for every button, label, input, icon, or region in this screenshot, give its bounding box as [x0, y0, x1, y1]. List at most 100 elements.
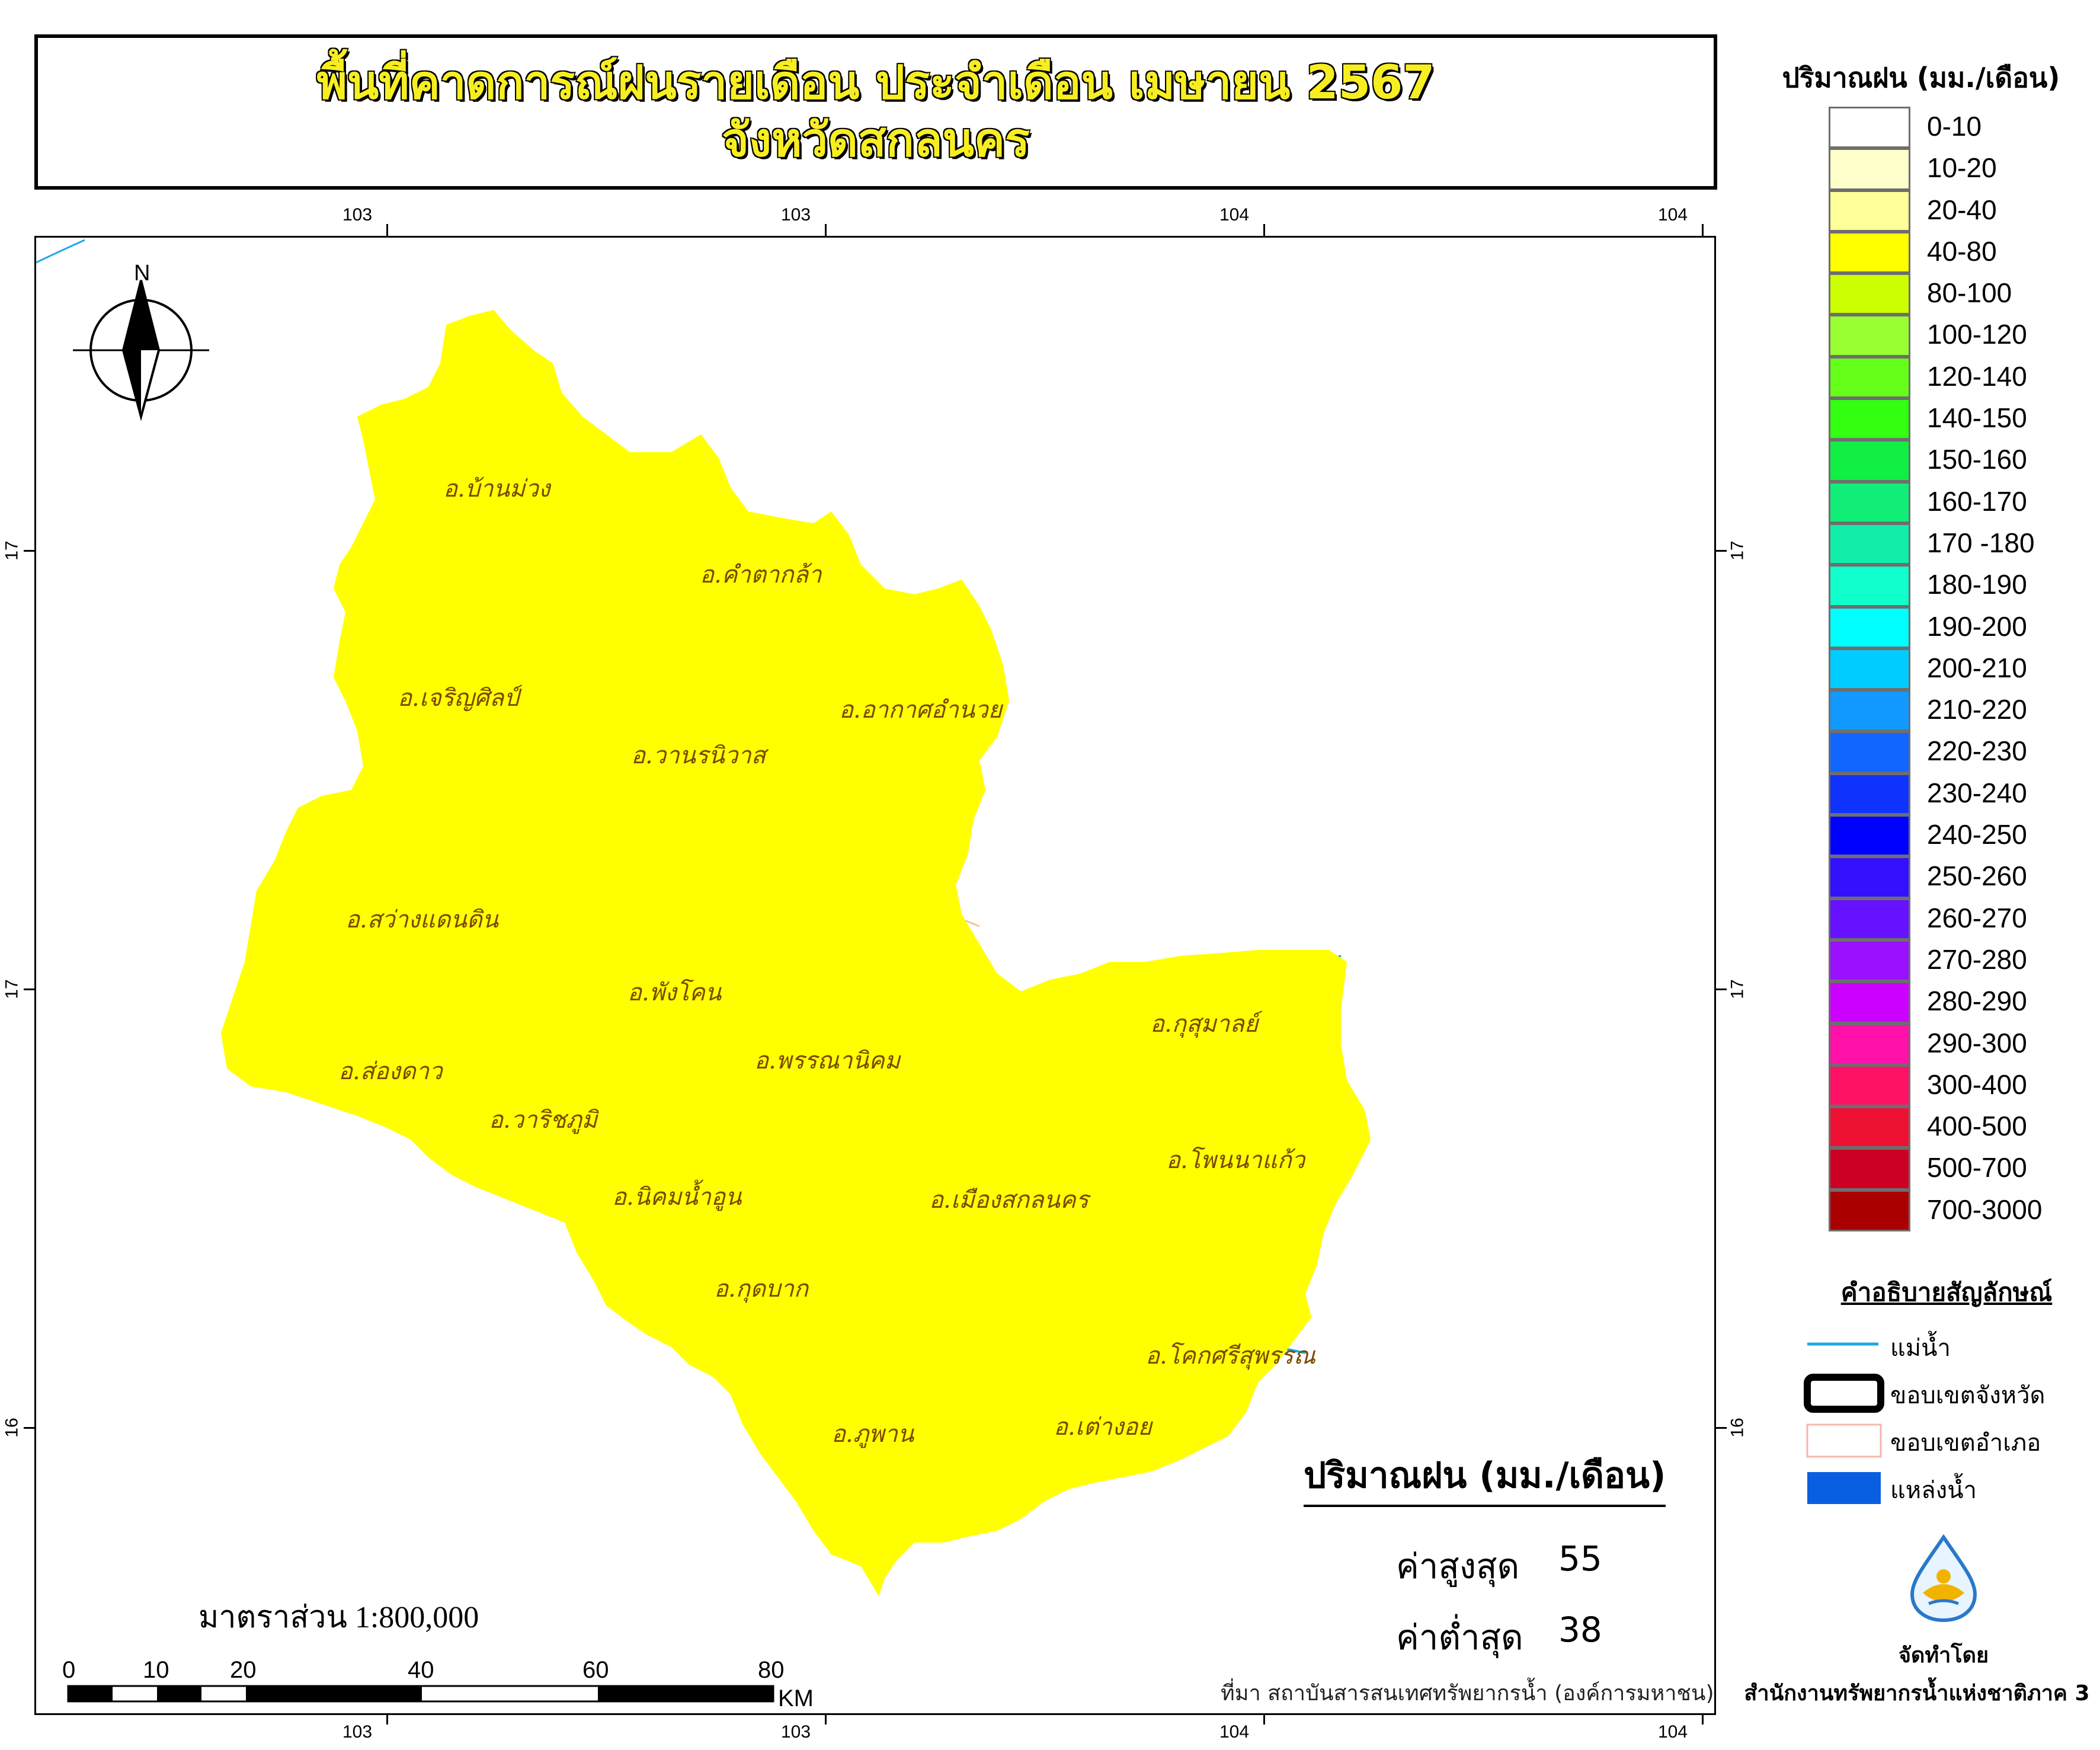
- north-arrow-icon: N: [73, 261, 209, 421]
- grid-tick: [386, 224, 388, 236]
- grid-label-top-2: 103: [781, 205, 811, 225]
- scale-label: 80: [758, 1657, 785, 1683]
- district-labels: อ.บ้านม่วง อ.คำตากล้า อ.เจริญศิลป์ อ.อาก…: [338, 475, 1316, 1448]
- grid-label-left-1: 17: [2, 540, 22, 561]
- district-label: อ.คำตากล้า: [700, 561, 822, 588]
- rain-stats-title: ปริมาณฝน (มม./เดือน): [1304, 1447, 1666, 1507]
- grid-tick: [1263, 1715, 1265, 1725]
- legend-swatch: [1829, 1189, 1910, 1232]
- legend-label: 500-700: [1927, 1152, 2027, 1183]
- map-title-box: พื้นที่คาดการณ์ฝนรายเดือน ประจำเดือน เมษ…: [34, 34, 1717, 190]
- map-frame[interactable]: อ.บ้านม่วง อ.คำตากล้า อ.เจริญศิลป์ อ.อาก…: [34, 236, 1716, 1715]
- grid-tick: [1716, 1427, 1727, 1429]
- grid-tick: [24, 1427, 34, 1429]
- map-canvas[interactable]: อ.บ้านม่วง อ.คำตากล้า อ.เจริญศิลป์ อ.อาก…: [36, 238, 1714, 1713]
- legend-label: 150-160: [1927, 444, 2027, 475]
- legend-label: 100-120: [1927, 319, 2027, 350]
- grid-tick: [1702, 1715, 1704, 1725]
- legend-label: 180-190: [1927, 569, 2027, 600]
- river-corner: [36, 239, 85, 264]
- map-title-line1: พื้นที่คาดการณ์ฝนรายเดือน ประจำเดือน เมษ…: [316, 55, 1436, 110]
- district-label: อ.กุดบาก: [714, 1275, 809, 1303]
- legend-swatch: [1829, 231, 1910, 274]
- grid-label-right-2: 17: [1727, 979, 1747, 999]
- province-boundary-outline: [221, 310, 1371, 1596]
- legend-swatch: [1829, 648, 1910, 690]
- symbol-water-body: แหล่งน้ำ: [1801, 1465, 2098, 1512]
- symbol-label: ขอบเขตอำเภอ: [1890, 1429, 2041, 1457]
- district-label: อ.อากาศอำนวย: [839, 696, 1004, 724]
- symbol-label: ขอบเขตจังหวัด: [1890, 1382, 2045, 1409]
- district-label: อ.โคกศรีสุพรรณ: [1145, 1342, 1316, 1370]
- district-label: อ.พรรณานิคม: [754, 1047, 902, 1074]
- district-label: อ.โพนนาแก้ว: [1166, 1146, 1307, 1174]
- symbol-legend-title: คำอธิบายสัญลักษณ์: [1840, 1278, 2053, 1307]
- grid-label-bottom-2: 103: [781, 1722, 811, 1742]
- district-label: อ.เต่างอย: [1054, 1413, 1153, 1441]
- legend-label: 250-260: [1927, 860, 2027, 892]
- rain-max-label: ค่าสูงสุด: [1396, 1546, 1520, 1586]
- map-title-line2: จังหวัดสกลนคร: [721, 113, 1031, 168]
- legend-swatch: [1829, 107, 1910, 149]
- legend-swatch: [1829, 481, 1910, 523]
- symbol-district-boundary: ขอบเขตอำเภอ: [1801, 1418, 2098, 1465]
- legend-label: 120-140: [1927, 360, 2027, 392]
- scale-label: 20: [230, 1657, 257, 1683]
- grid-label-bottom-4: 104: [1658, 1722, 1688, 1742]
- district-label: อ.สว่างแดนดิน: [345, 906, 500, 933]
- legend-label: 40-80: [1927, 235, 1997, 267]
- scale-bar: 0 10 20 40 60 80 KM: [62, 1657, 814, 1711]
- legend-label: 220-230: [1927, 735, 2027, 767]
- grid-label-top-1: 103: [342, 205, 373, 225]
- legend-swatch: [1829, 398, 1910, 440]
- legend-label: 210-220: [1927, 694, 2027, 725]
- legend-label: 160-170: [1927, 485, 2027, 517]
- grid-label-bottom-3: 104: [1219, 1722, 1250, 1742]
- rain-min-label: ค่าต่ำสุด: [1396, 1617, 1523, 1658]
- legend-swatch: [1829, 523, 1910, 565]
- district-label: อ.ส่องดาว: [338, 1058, 444, 1085]
- legend-swatch: [1829, 190, 1910, 232]
- legend-swatch: [1829, 731, 1910, 773]
- grid-tick: [825, 224, 827, 236]
- scale-label: 40: [408, 1657, 434, 1683]
- symbol-province-boundary: ขอบเขตจังหวัด: [1801, 1370, 2098, 1418]
- agency-logo-icon: [1910, 1534, 1977, 1623]
- district-label: อ.นิคมน้ำอูน: [612, 1179, 742, 1211]
- legend-swatch: [1829, 1023, 1910, 1065]
- legend-label: 10-20: [1927, 152, 1997, 184]
- legend-swatch: [1829, 898, 1910, 940]
- legend-label: 80-100: [1927, 277, 2012, 309]
- legend-swatch: [1829, 1064, 1910, 1107]
- grid-tick: [24, 550, 34, 552]
- grid-label-top-3: 104: [1219, 205, 1250, 225]
- legend-label: 170 -180: [1927, 527, 2035, 558]
- scale-label: 10: [143, 1657, 169, 1683]
- legend-label: 260-270: [1927, 902, 2027, 933]
- district-label: อ.วาริชภูมิ: [489, 1106, 599, 1134]
- grid-tick: [1702, 224, 1704, 236]
- legend-title: ปริมาณฝน (มม./เดือน): [1782, 62, 2060, 94]
- grid-tick: [825, 1715, 827, 1725]
- legend-label: 270-280: [1927, 943, 2027, 975]
- scale-label: 60: [582, 1657, 609, 1683]
- legend-label: 0-10: [1927, 111, 1982, 142]
- grid-label-right-1: 17: [1727, 540, 1747, 561]
- legend-swatch: [1829, 440, 1910, 482]
- legend-swatch: [1829, 315, 1910, 357]
- legend-swatch: [1829, 273, 1910, 315]
- district-label: อ.วานรนิวาส: [631, 742, 769, 769]
- legend-label: 700-3000: [1927, 1194, 2043, 1225]
- rain-min-value: 38: [1558, 1610, 1602, 1650]
- district-label: อ.พังโคน: [628, 978, 722, 1006]
- grid-tick: [1716, 988, 1727, 990]
- legend-label: 20-40: [1927, 194, 1997, 225]
- legend-swatch: [1829, 148, 1910, 190]
- district-label: อ.กุสุมาลย์: [1150, 1010, 1263, 1038]
- symbol-label: แม่น้ำ: [1890, 1335, 1951, 1362]
- legend-label: 300-400: [1927, 1068, 2027, 1100]
- grid-label-right-3: 16: [1727, 1418, 1747, 1438]
- grid-label-top-4: 104: [1658, 205, 1688, 225]
- grid-tick: [1716, 550, 1727, 552]
- legend-swatch: [1829, 1148, 1910, 1190]
